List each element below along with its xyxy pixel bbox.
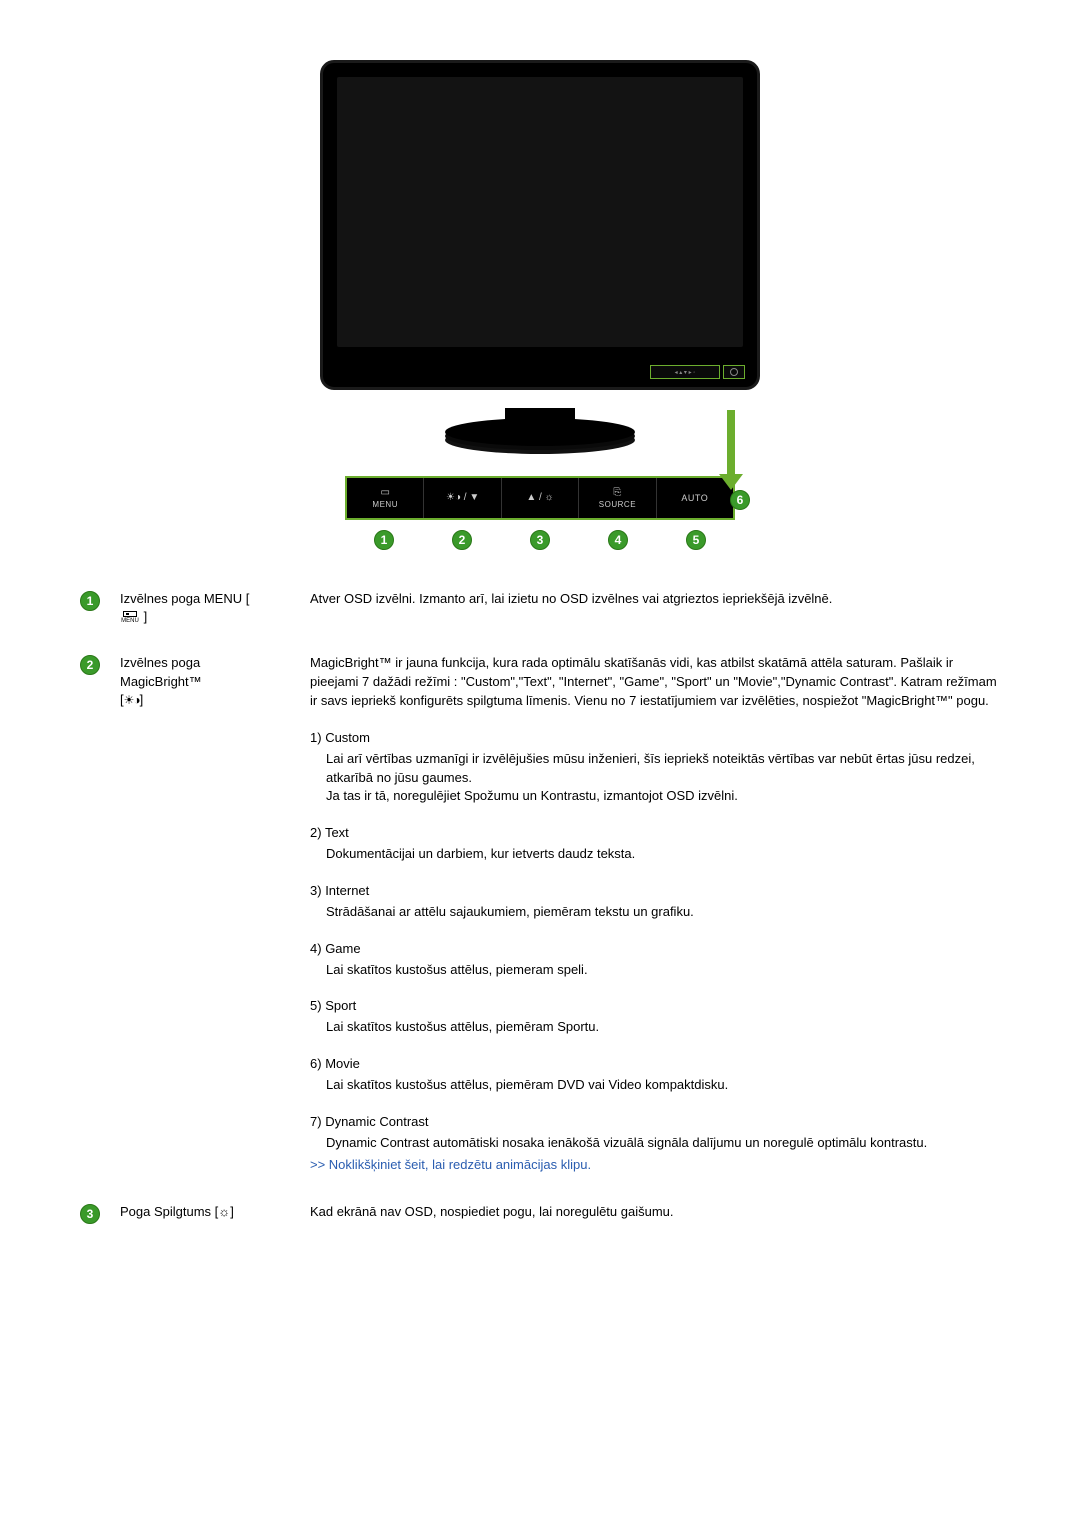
strip-label: MENU bbox=[372, 500, 398, 509]
animation-link[interactable]: >> Noklikšķiniet šeit, lai redzētu animā… bbox=[310, 1156, 1000, 1175]
circle-badge-2: 2 bbox=[452, 530, 472, 550]
mode-item-1: 1) Custom Lai arī vērtības uzmanīgi ir i… bbox=[310, 729, 1000, 806]
mode-item-5: 5) Sport Lai skatītos kustošus attēlus, … bbox=[310, 997, 1000, 1037]
mode-item-7: 7) Dynamic Contrast Dynamic Contrast aut… bbox=[310, 1113, 1000, 1153]
row-desc-2: MagicBright™ ir jauna funkcija, kura rad… bbox=[310, 654, 1000, 1175]
up-brightness-icon: ▲ / ☼ bbox=[526, 493, 553, 503]
button-strip: ▭ MENU ☀◑ / ▼ ▲ / ☼ ⎘ SOURCE AUTO bbox=[345, 476, 735, 520]
strip-cell-source: ⎘ SOURCE bbox=[579, 478, 656, 518]
label-line-1: Izvēlnes poga bbox=[120, 655, 200, 670]
menu-icon: ▭ bbox=[380, 488, 389, 498]
bezel-button-group: ◂ ▴ ▾ ▸ ◦ bbox=[650, 365, 720, 379]
brightness-icon-inline: ☼ bbox=[218, 1204, 230, 1219]
label-suffix: ] bbox=[144, 609, 148, 624]
circle-badge-4: 4 bbox=[608, 530, 628, 550]
description-table: 1 Izvēlnes poga MENU [ MENU ] Atver OSD … bbox=[80, 590, 1000, 1224]
label-icon-suffix: ] bbox=[140, 692, 144, 707]
desc-row-2: 2 Izvēlnes poga MagicBright™ [☀◑] MagicB… bbox=[80, 654, 1000, 1175]
mode-desc: Lai arī vērtības uzmanīgi ir izvēlējušie… bbox=[310, 750, 1000, 807]
label-text: Poga Spilgtums [ bbox=[120, 1204, 218, 1219]
circle-badge-3: 3 bbox=[530, 530, 550, 550]
desc-row-1: 1 Izvēlnes poga MENU [ MENU ] Atver OSD … bbox=[80, 590, 1000, 626]
desc-main: MagicBright™ ir jauna funkcija, kura rad… bbox=[310, 654, 1000, 711]
row-label-3: Poga Spilgtums [☼] bbox=[120, 1203, 310, 1221]
row-label-2: Izvēlnes poga MagicBright™ [☀◑] bbox=[120, 654, 310, 709]
circle-badge-1: 1 bbox=[374, 530, 394, 550]
callout-arrow-6 bbox=[724, 410, 738, 490]
source-icon: ⎘ bbox=[613, 488, 621, 498]
row-desc-1: Atver OSD izvēlni. Izmanto arī, lai izie… bbox=[310, 590, 1000, 609]
mode-item-6: 6) Movie Lai skatītos kustošus attēlus, … bbox=[310, 1055, 1000, 1095]
label-line-2: MagicBright™ bbox=[120, 674, 202, 689]
mode-item-3: 3) Internet Strādāšanai ar attēlu sajauk… bbox=[310, 882, 1000, 922]
label-text: Izvēlnes poga MENU [ bbox=[120, 591, 249, 606]
strip-label: SOURCE bbox=[599, 500, 636, 509]
mode-list: 1) Custom Lai arī vērtības uzmanīgi ir i… bbox=[310, 729, 1000, 1175]
monitor-bezel-buttons: ◂ ▴ ▾ ▸ ◦ bbox=[650, 365, 745, 379]
badge-row: 1 2 3 4 5 bbox=[345, 530, 735, 550]
label-suffix: ] bbox=[230, 1204, 234, 1219]
monitor-frame: ◂ ▴ ▾ ▸ ◦ bbox=[320, 60, 760, 390]
bezel-power-button bbox=[723, 365, 745, 379]
monitor-illustration: ◂ ▴ ▾ ▸ ◦ bbox=[320, 60, 760, 390]
row-desc-3: Kad ekrānā nav OSD, nospiediet pogu, lai… bbox=[310, 1203, 1000, 1222]
circle-badge-6: 6 bbox=[730, 490, 750, 510]
desc-row-3: 3 Poga Spilgtums [☼] Kad ekrānā nav OSD,… bbox=[80, 1203, 1000, 1224]
badge-6: 6 bbox=[730, 490, 750, 510]
row-badge-3: 3 bbox=[80, 1204, 100, 1224]
monitor-screen bbox=[337, 77, 743, 347]
mode-item-4: 4) Game Lai skatītos kustošus attēlus, p… bbox=[310, 940, 1000, 980]
row-badge-1: 1 bbox=[80, 591, 100, 611]
strip-cell-up-brightness: ▲ / ☼ bbox=[502, 478, 579, 518]
strip-label: AUTO bbox=[681, 493, 708, 503]
mode-item-2: 2) Text Dokumentācijai un darbiem, kur i… bbox=[310, 824, 1000, 864]
magicbright-icon-inline: ☀◑ bbox=[124, 693, 140, 707]
magicbright-down-icon: ☀◑ / ▼ bbox=[446, 493, 479, 503]
row-label-1: Izvēlnes poga MENU [ MENU ] bbox=[120, 590, 310, 626]
row-badge-2: 2 bbox=[80, 655, 100, 675]
menu-icon-inline: MENU bbox=[120, 611, 140, 625]
monitor-stand-wrapper: 6 bbox=[320, 408, 760, 446]
strip-cell-menu: ▭ MENU bbox=[347, 478, 424, 518]
strip-cell-magicbright-down: ☀◑ / ▼ bbox=[424, 478, 501, 518]
monitor-stand bbox=[440, 408, 640, 446]
circle-badge-5: 5 bbox=[686, 530, 706, 550]
